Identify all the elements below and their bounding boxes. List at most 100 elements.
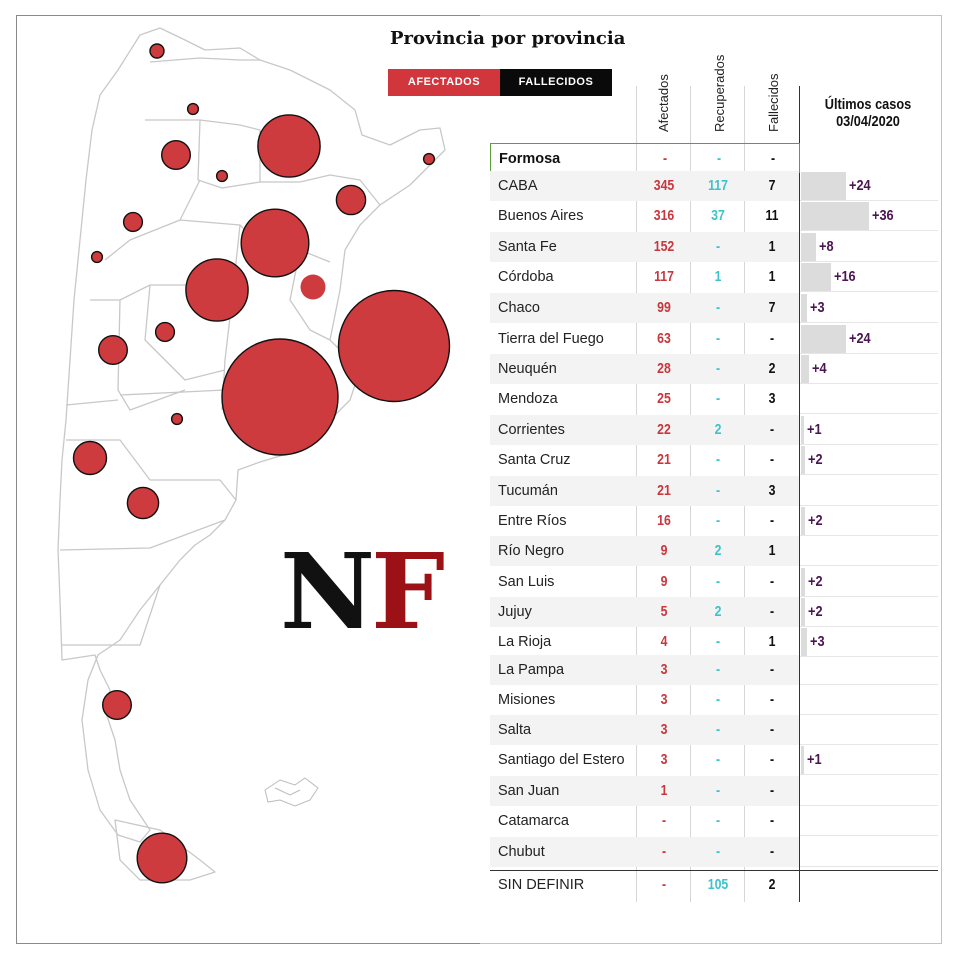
recuperados-value: 37: [711, 207, 725, 224]
table-row: Tierra del Fuego 63 - - +24: [490, 324, 938, 354]
row-shade: [490, 655, 799, 685]
province-name: Corrientes: [498, 422, 565, 438]
recuperados-value: 117: [708, 177, 728, 194]
bubble-r-o-negro[interactable]: [126, 486, 160, 520]
recuperados-value: -: [715, 512, 721, 529]
row-separator: [800, 596, 938, 597]
afectados-value: -: [661, 812, 667, 829]
increment-bar: [801, 233, 816, 261]
row-separator: [800, 353, 938, 354]
row-separator: [800, 230, 938, 231]
nf-logo: NF: [280, 530, 445, 653]
bubble-santa-fe[interactable]: [185, 258, 249, 322]
fallecidos-value: 7: [768, 299, 776, 316]
bubble-la-rioja[interactable]: [90, 250, 104, 264]
bubble-chaco[interactable]: [240, 208, 310, 278]
recuperados-value: -: [715, 661, 721, 678]
increment-bar: [801, 325, 846, 353]
province-name: CABA: [498, 178, 538, 194]
row-separator: [800, 835, 938, 836]
bubble-la-pampa[interactable]: [170, 412, 184, 426]
increment-bar: [801, 294, 807, 322]
afectados-value: 22: [657, 421, 671, 438]
table-row: Córdoba 117 1 1 +16: [490, 262, 938, 292]
bubble-mendoza[interactable]: [97, 335, 128, 366]
fallecidos-value: -: [769, 421, 775, 438]
province-name: Tierra del Fuego: [498, 331, 604, 347]
province-name: Neuquén: [498, 361, 557, 377]
bubble-entre-r-os[interactable]: [300, 274, 326, 300]
fallecidos-value: -: [769, 751, 775, 768]
bubble-formosa[interactable]: [257, 114, 321, 178]
bubble-corrientes[interactable]: [335, 184, 367, 216]
bubble-jujuy[interactable]: [149, 43, 165, 59]
afectados-value: 117: [654, 268, 674, 285]
fallecidos-value: -: [769, 812, 775, 829]
province-name: Misiones: [498, 692, 556, 708]
recuperados-value: -: [715, 751, 721, 768]
row-separator: [800, 322, 938, 323]
afectados-value: 99: [657, 299, 671, 316]
row-separator: [800, 656, 938, 657]
increment-label: +2: [808, 573, 823, 590]
increment-bar: [801, 172, 846, 200]
afectados-value: 63: [657, 330, 671, 347]
afectados-toggle[interactable]: AFECTADOS: [388, 69, 500, 96]
row-separator: [800, 684, 938, 685]
bubble-buenos-aires[interactable]: [221, 338, 339, 456]
fallecidos-value: -: [769, 782, 775, 799]
fallecidos-value: 2: [768, 876, 776, 893]
increment-bar: [801, 263, 831, 291]
afectados-value: 4: [660, 633, 668, 650]
province-outlines: [57, 27, 446, 881]
increment-label: +24: [849, 177, 871, 194]
bubble-misiones[interactable]: [422, 152, 436, 166]
fallecidos-value: -: [769, 691, 775, 708]
province-name: Córdoba: [498, 269, 554, 285]
bubble-salta[interactable]: [186, 102, 200, 116]
afectados-value: 9: [660, 573, 668, 590]
afectados-value: 152: [653, 238, 675, 255]
province-name: Jujuy: [498, 604, 532, 620]
row-shade: [490, 293, 799, 323]
row-separator: [800, 714, 938, 715]
afectados-value: -: [661, 876, 667, 893]
increment-label: +2: [808, 603, 823, 620]
bubble-santa-cruz[interactable]: [101, 690, 132, 721]
bubble-tierra-del-fuego[interactable]: [136, 832, 188, 884]
province-name: Catamarca: [498, 813, 569, 829]
row-separator: [800, 805, 938, 806]
fallecidos-value: 1: [768, 542, 776, 559]
row-shade: [490, 171, 799, 201]
table-row: Catamarca - - -: [490, 806, 938, 836]
bubble-neuqu-n[interactable]: [72, 440, 108, 476]
afectados-value: 25: [657, 390, 671, 407]
bubble-tucum-n[interactable]: [160, 139, 191, 170]
table-row: CABA 345 117 7 +24: [490, 171, 938, 201]
table-row: Tucumán 21 - 3: [490, 476, 938, 506]
bubble-santiago-del-estero[interactable]: [215, 169, 229, 183]
recuperados-value: -: [715, 633, 721, 650]
afectados-value: -: [662, 150, 668, 167]
increment-bar: [801, 628, 807, 656]
bubble-san-luis[interactable]: [154, 321, 176, 343]
fallecidos-value: -: [769, 661, 775, 678]
bubble-catamarca[interactable]: [122, 211, 144, 233]
recuperados-value: -: [715, 691, 721, 708]
row-separator: [800, 866, 938, 867]
recuperados-value: -: [715, 330, 721, 347]
afectados-value: 28: [657, 360, 671, 377]
row-separator: [800, 626, 938, 627]
fallecidos-toggle[interactable]: FALLECIDOS: [500, 69, 612, 96]
table-row: Santa Cruz 21 - - +2: [490, 445, 938, 475]
fallecidos-value: 7: [768, 177, 776, 194]
recent-cases-title: Últimos casos: [824, 96, 912, 113]
province-name: Salta: [498, 722, 532, 738]
increment-label: +2: [808, 451, 823, 468]
increment-label: +1: [807, 751, 822, 768]
province-name: Chaco: [498, 300, 540, 316]
table-row: Salta 3 - -: [490, 715, 938, 745]
table-row: Chubut - - -: [490, 837, 938, 867]
row-separator: [800, 383, 938, 384]
bubble-caba[interactable]: [337, 289, 451, 403]
